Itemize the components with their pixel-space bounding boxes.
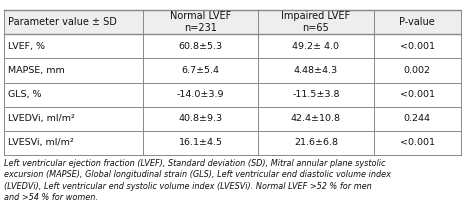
- Text: 21.6±6.8: 21.6±6.8: [294, 138, 338, 147]
- Text: GLS, %: GLS, %: [8, 90, 41, 99]
- Text: LVEDVi, ml/m²: LVEDVi, ml/m²: [8, 114, 74, 123]
- Text: <0.001: <0.001: [400, 42, 435, 51]
- Text: -11.5±3.8: -11.5±3.8: [292, 90, 340, 99]
- Text: MAPSE, mm: MAPSE, mm: [8, 66, 64, 75]
- Bar: [4, 107, 461, 131]
- Text: 4.48±4.3: 4.48±4.3: [294, 66, 338, 75]
- Text: 6.7±5.4: 6.7±5.4: [182, 66, 219, 75]
- Bar: [4, 34, 461, 58]
- Bar: [4, 58, 461, 82]
- Text: Normal LVEF
n=231: Normal LVEF n=231: [170, 11, 231, 33]
- Text: <0.001: <0.001: [400, 138, 435, 147]
- Text: 40.8±9.3: 40.8±9.3: [178, 114, 222, 123]
- Bar: [4, 82, 461, 107]
- Text: <0.001: <0.001: [400, 90, 435, 99]
- Text: 42.4±10.8: 42.4±10.8: [291, 114, 341, 123]
- Text: Impaired LVEF
n=65: Impaired LVEF n=65: [281, 11, 350, 33]
- Text: 60.8±5.3: 60.8±5.3: [178, 42, 222, 51]
- Text: 0.002: 0.002: [404, 66, 431, 75]
- Bar: [4, 131, 461, 155]
- Text: 49.2± 4.0: 49.2± 4.0: [292, 42, 339, 51]
- Text: 0.244: 0.244: [404, 114, 431, 123]
- Text: -14.0±3.9: -14.0±3.9: [177, 90, 224, 99]
- Text: LVEF, %: LVEF, %: [8, 42, 45, 51]
- Text: Parameter value ± SD: Parameter value ± SD: [8, 17, 117, 27]
- Bar: [4, 10, 461, 34]
- Text: Left ventricular ejection fraction (LVEF), Standard deviation (SD), Mitral annul: Left ventricular ejection fraction (LVEF…: [4, 159, 391, 202]
- Text: LVESVi, ml/m²: LVESVi, ml/m²: [8, 138, 73, 147]
- Text: P-value: P-value: [399, 17, 435, 27]
- Text: 16.1±4.5: 16.1±4.5: [179, 138, 222, 147]
